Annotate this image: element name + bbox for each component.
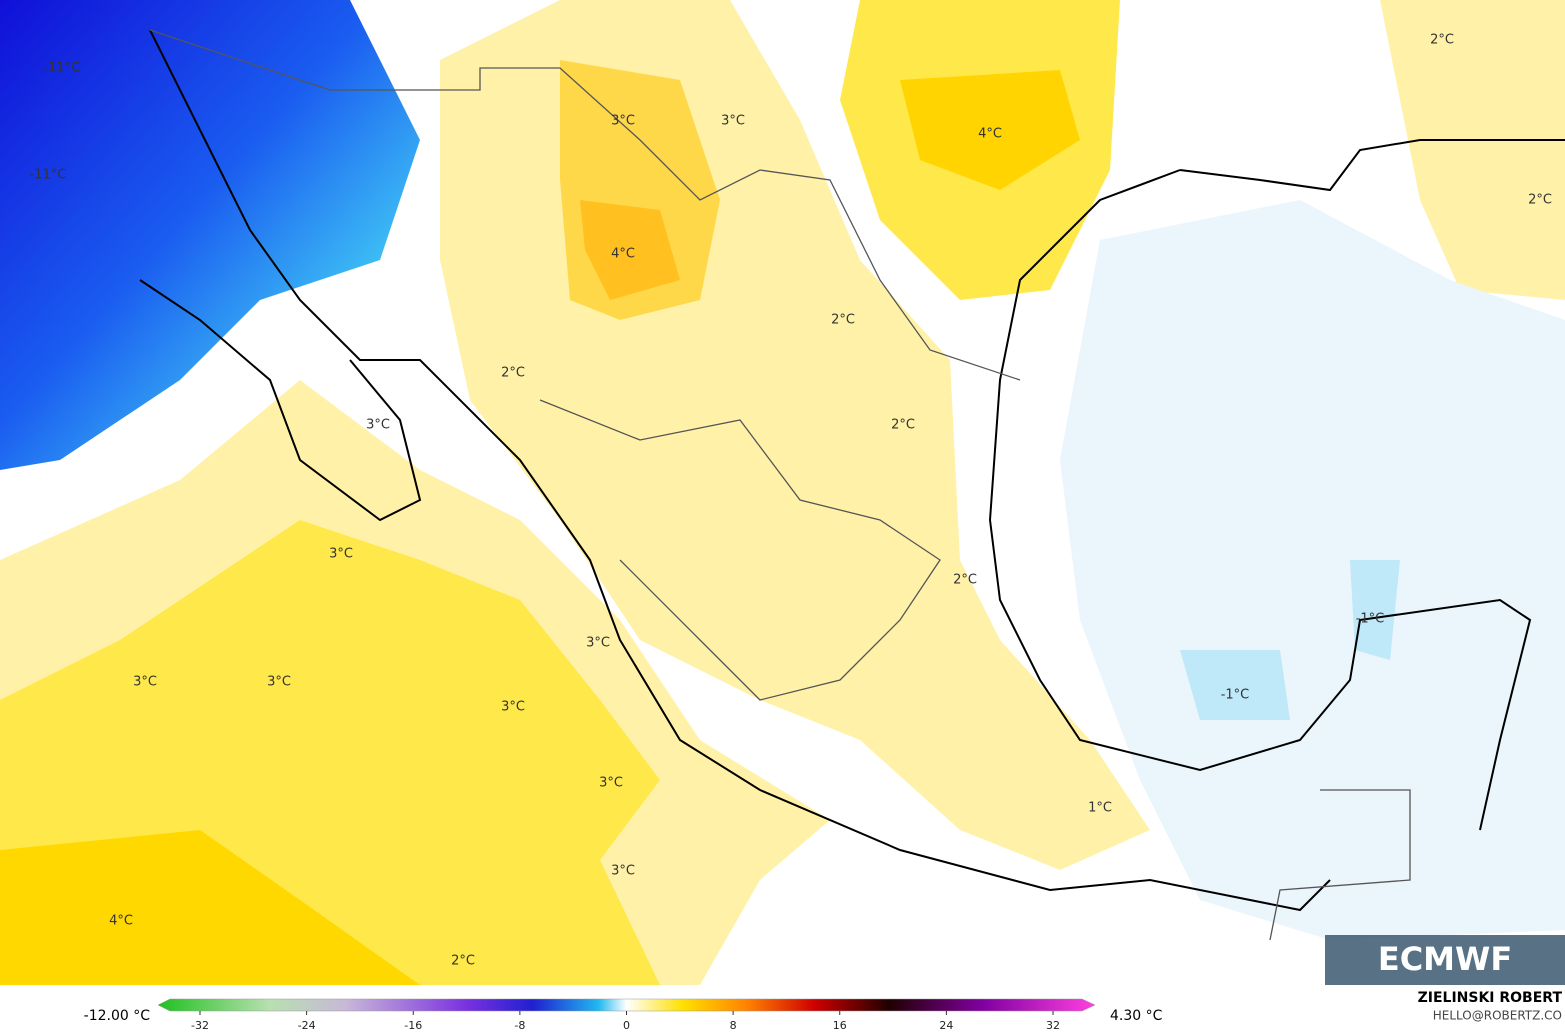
temperature-label: 3°C	[366, 418, 390, 433]
coastlines	[139, 29, 1565, 912]
temperature-label: 2°C	[953, 573, 977, 588]
contact: HELLO@ROBERTZ.CO	[1433, 1009, 1562, 1023]
colorbar-tick-label: 0	[623, 1019, 630, 1032]
author: ZIELINSKI ROBERT	[1418, 990, 1563, 1006]
temperature-label: 2°C	[451, 954, 475, 969]
colorbar-tick-label: 16	[833, 1019, 847, 1032]
temperature-label: 4°C	[978, 127, 1002, 142]
temperature-label: 3°C	[501, 700, 525, 715]
colorbar-max: 4.30 °C	[1110, 1008, 1163, 1024]
temperature-label: 1°C	[1088, 801, 1112, 816]
colorbar-tick-label: -24	[298, 1019, 316, 1032]
colorbar-tick-label: 24	[939, 1019, 953, 1032]
temperature-label: 3°C	[329, 547, 353, 562]
temperature-label: -1°C	[1221, 688, 1250, 703]
logo-box: ECMWF	[1325, 935, 1565, 985]
temperature-label: 2°C	[831, 313, 855, 328]
temperature-label: 2°C	[501, 366, 525, 381]
map-labels: -11°C -11°C 3°C 3°C 4°C 2°C 2°C 4°C 2°C 2°C 3°C 2°C…	[30, 33, 1552, 969]
temperature-label: -11°C	[30, 168, 67, 183]
colorbar-tick-label: -8	[514, 1019, 525, 1032]
temperature-label: 4°C	[109, 914, 133, 929]
temperature-label: 2°C	[1430, 33, 1454, 48]
temperature-label: 4°C	[611, 247, 635, 262]
temperature-label: 3°C	[586, 636, 610, 651]
temperature-label: 2°C	[891, 418, 915, 433]
colorbar-tick-label: -16	[404, 1019, 422, 1032]
borders	[149, 29, 1411, 941]
temperature-label: 2°C	[1528, 193, 1552, 208]
anomaly-fields	[0, 0, 1565, 985]
colorbar-min: -12.00 °C	[84, 1008, 151, 1024]
temperature-label: -1°C	[1356, 612, 1385, 627]
temperature-label: 3°C	[267, 675, 291, 690]
temperature-label: 3°C	[133, 675, 157, 690]
temperature-label: 3°C	[611, 114, 635, 129]
colorbar-tick-label: -32	[191, 1019, 209, 1032]
colorbar-ticks: -32 -24 -16 -8 0 8 16 24 32	[191, 1011, 1060, 1032]
temperature-label: -11°C	[44, 61, 81, 76]
temperature-label: 3°C	[721, 114, 745, 129]
logo: ECMWF	[1378, 940, 1512, 978]
temperature-label: 3°C	[599, 776, 623, 791]
colorbar-tick-label: 8	[730, 1019, 737, 1032]
colorbar-tick-label: 32	[1046, 1019, 1060, 1032]
colorbar	[157, 998, 1096, 1012]
temperature-label: 3°C	[611, 864, 635, 879]
